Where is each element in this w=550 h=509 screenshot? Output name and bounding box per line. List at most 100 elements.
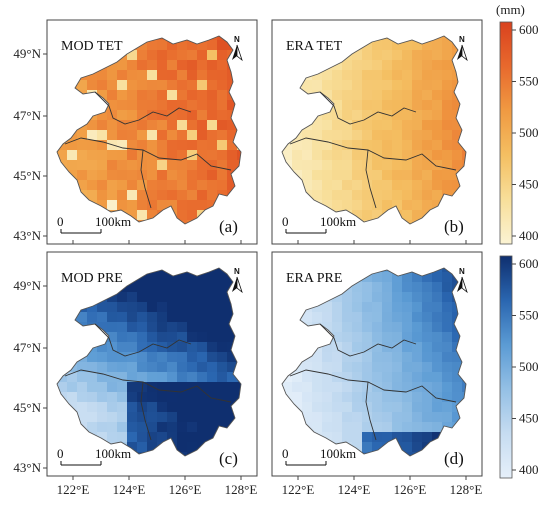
grid-cell xyxy=(422,272,433,283)
grid-cell xyxy=(432,402,443,413)
grid-cell xyxy=(87,70,98,81)
colorbar-tick-label: 600 xyxy=(519,256,539,271)
grid-cell xyxy=(432,352,443,363)
grid-cell xyxy=(127,70,138,81)
grid-cell xyxy=(127,372,138,383)
grid-cell xyxy=(382,170,393,181)
grid-cell xyxy=(97,70,108,81)
grid-cell xyxy=(402,150,413,161)
grid-cell xyxy=(157,200,168,211)
grid-cell xyxy=(207,130,218,141)
grid-cell xyxy=(382,50,393,61)
grid-cell xyxy=(372,70,383,81)
grid-cell xyxy=(382,362,393,373)
grid-cell xyxy=(412,282,423,293)
grid-cell xyxy=(392,412,403,423)
grid-cell xyxy=(97,312,108,323)
grid-cell xyxy=(402,60,413,71)
grid-cell xyxy=(177,60,188,71)
grid-cell xyxy=(402,130,413,141)
grid-cell xyxy=(432,140,443,151)
grid-cell xyxy=(117,80,128,91)
grid-cell xyxy=(442,342,453,353)
grid-cell xyxy=(392,332,403,343)
grid-cell xyxy=(362,292,373,303)
grid-cell xyxy=(187,402,198,413)
grid-cell xyxy=(217,292,228,303)
grid-cell xyxy=(127,60,138,71)
grid-cell xyxy=(127,322,138,333)
grid-cell xyxy=(372,352,383,363)
grid-cell xyxy=(87,372,98,383)
grid-cell xyxy=(177,342,188,353)
grid-cell xyxy=(87,160,98,171)
grid-cell xyxy=(127,150,138,161)
grid-cell xyxy=(442,392,453,403)
grid-cell xyxy=(167,302,178,313)
grid-cell xyxy=(137,100,148,111)
grid-cell xyxy=(442,292,453,303)
grid-cell xyxy=(402,302,413,313)
grid-cell xyxy=(362,120,373,131)
grid-cell xyxy=(197,292,208,303)
grid-cell xyxy=(97,140,108,151)
grid-cell xyxy=(227,140,238,151)
grid-cell xyxy=(442,402,453,413)
grid-cell xyxy=(362,210,373,221)
grid-cell xyxy=(177,382,188,393)
grid-cell xyxy=(342,190,353,201)
grid-cell xyxy=(187,100,198,111)
grid-cell xyxy=(187,90,198,101)
grid-cell xyxy=(97,120,108,131)
grid-cell xyxy=(137,432,148,443)
grid-cell xyxy=(362,70,373,81)
grid-cell xyxy=(322,302,333,313)
grid-cell xyxy=(187,200,198,211)
grid-cell xyxy=(137,160,148,171)
grid-cell xyxy=(372,80,383,91)
grid-cell xyxy=(117,332,128,343)
grid-cell xyxy=(217,372,228,383)
grid-cell xyxy=(382,40,393,51)
grid-cell xyxy=(157,180,168,191)
grid-cell xyxy=(332,372,343,383)
grid-cell xyxy=(402,40,413,51)
grid-cell xyxy=(107,60,118,71)
grid-cell xyxy=(97,190,108,201)
grid-cell xyxy=(342,292,353,303)
grid-cell xyxy=(77,170,88,181)
grid-cell xyxy=(422,200,433,211)
grid-cell xyxy=(452,160,463,171)
province-border xyxy=(319,91,417,125)
grid-cell xyxy=(187,412,198,423)
grid-cell xyxy=(157,170,168,181)
grid-cell xyxy=(442,70,453,81)
grid-cell xyxy=(157,372,168,383)
grid-cell xyxy=(147,180,158,191)
grid-cell xyxy=(87,130,98,141)
grid-cell xyxy=(137,412,148,423)
province-border xyxy=(289,137,457,171)
grid-cell xyxy=(187,130,198,141)
grid-cell xyxy=(127,342,138,353)
grid-cell xyxy=(167,402,178,413)
grid-cell xyxy=(137,50,148,61)
grid-cell xyxy=(107,392,118,403)
grid-cell xyxy=(187,422,198,433)
grid-cell xyxy=(177,372,188,383)
grid-cell xyxy=(187,442,198,453)
grid-cell xyxy=(167,80,178,91)
grid-cell xyxy=(187,352,198,363)
grid-cell xyxy=(332,302,343,313)
grid-cell xyxy=(342,120,353,131)
province-border xyxy=(94,323,192,357)
grid-cell xyxy=(452,362,463,373)
grid-cell xyxy=(382,272,393,283)
grid-cell xyxy=(362,332,373,343)
grid-cell xyxy=(442,80,453,91)
lat-tick-label: 49°N xyxy=(13,46,41,61)
grid-cell xyxy=(197,200,208,211)
grid-cell xyxy=(177,200,188,211)
grid-cell xyxy=(322,352,333,363)
grid-cell xyxy=(97,130,108,141)
